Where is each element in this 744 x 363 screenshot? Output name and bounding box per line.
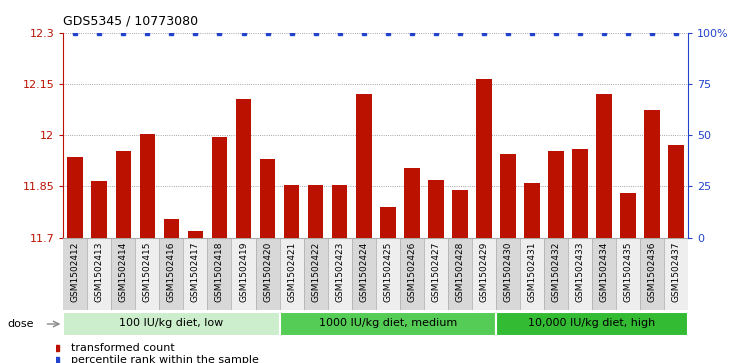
Bar [424,238,448,310]
Bar [308,185,324,238]
Text: GSM1502418: GSM1502418 [215,241,224,302]
Bar [496,238,520,310]
Bar [520,238,544,310]
Text: GSM1502413: GSM1502413 [94,241,104,302]
Bar [135,238,159,310]
Bar [472,238,496,310]
Bar [500,154,516,238]
Text: GSM1502429: GSM1502429 [479,241,488,302]
Bar [283,185,299,238]
Bar [404,168,420,238]
Bar [280,312,496,336]
Text: GSM1502421: GSM1502421 [287,241,296,302]
Text: GSM1502432: GSM1502432 [551,241,560,302]
Text: GSM1502434: GSM1502434 [600,241,609,302]
Bar [63,312,280,336]
Bar [376,238,400,310]
Bar [616,238,640,310]
Bar [140,134,155,238]
Bar [592,238,616,310]
Bar [400,238,424,310]
Bar [525,183,540,238]
Bar [187,231,203,238]
Text: dose: dose [7,319,34,329]
Bar [255,238,280,310]
Bar [63,238,87,310]
Text: GSM1502436: GSM1502436 [647,241,657,302]
Text: GSM1502414: GSM1502414 [119,241,128,302]
Bar [332,185,347,238]
Text: percentile rank within the sample: percentile rank within the sample [71,355,260,363]
Bar [568,238,592,310]
Text: 10,000 IU/kg diet, high: 10,000 IU/kg diet, high [528,318,655,329]
Bar [112,238,135,310]
Text: GSM1502424: GSM1502424 [359,241,368,302]
Text: GSM1502423: GSM1502423 [335,241,344,302]
Bar [212,137,228,238]
Bar [476,79,492,238]
Text: GSM1502419: GSM1502419 [239,241,248,302]
Bar [92,182,107,238]
Text: GSM1502422: GSM1502422 [311,241,320,302]
Bar [620,193,636,238]
Bar [572,149,588,238]
Bar [280,238,304,310]
Bar [87,238,112,310]
Text: GSM1502417: GSM1502417 [191,241,200,302]
Bar [327,238,352,310]
Text: GSM1502428: GSM1502428 [455,241,464,302]
Text: GSM1502430: GSM1502430 [504,241,513,302]
Bar [356,94,371,238]
Bar [184,238,208,310]
Text: GSM1502431: GSM1502431 [527,241,536,302]
Bar [352,238,376,310]
Text: GSM1502426: GSM1502426 [407,241,417,302]
Bar [231,238,255,310]
Bar [68,158,83,238]
Text: GSM1502427: GSM1502427 [432,241,440,302]
Bar [644,110,660,238]
Bar [164,219,179,238]
Text: 1000 IU/kg diet, medium: 1000 IU/kg diet, medium [318,318,457,329]
Bar [260,159,275,238]
Bar [159,238,184,310]
Bar [668,146,684,238]
Text: GSM1502437: GSM1502437 [672,241,681,302]
Text: GSM1502420: GSM1502420 [263,241,272,302]
Bar [428,180,443,238]
Text: transformed count: transformed count [71,343,175,353]
Bar [208,238,231,310]
Text: GSM1502433: GSM1502433 [576,241,585,302]
Bar [596,94,612,238]
Text: GSM1502416: GSM1502416 [167,241,176,302]
Text: GSM1502435: GSM1502435 [623,241,632,302]
Bar [496,312,688,336]
Bar [544,238,568,310]
Bar [448,238,472,310]
Bar [115,151,131,238]
Bar [640,238,664,310]
Bar [548,151,564,238]
Text: GDS5345 / 10773080: GDS5345 / 10773080 [63,15,199,27]
Text: GSM1502412: GSM1502412 [71,241,80,302]
Bar [236,99,251,238]
Text: GSM1502415: GSM1502415 [143,241,152,302]
Bar [304,238,327,310]
Text: 100 IU/kg diet, low: 100 IU/kg diet, low [119,318,223,329]
Bar [452,190,468,238]
Text: GSM1502425: GSM1502425 [383,241,392,302]
Bar [664,238,688,310]
Bar [380,207,396,238]
